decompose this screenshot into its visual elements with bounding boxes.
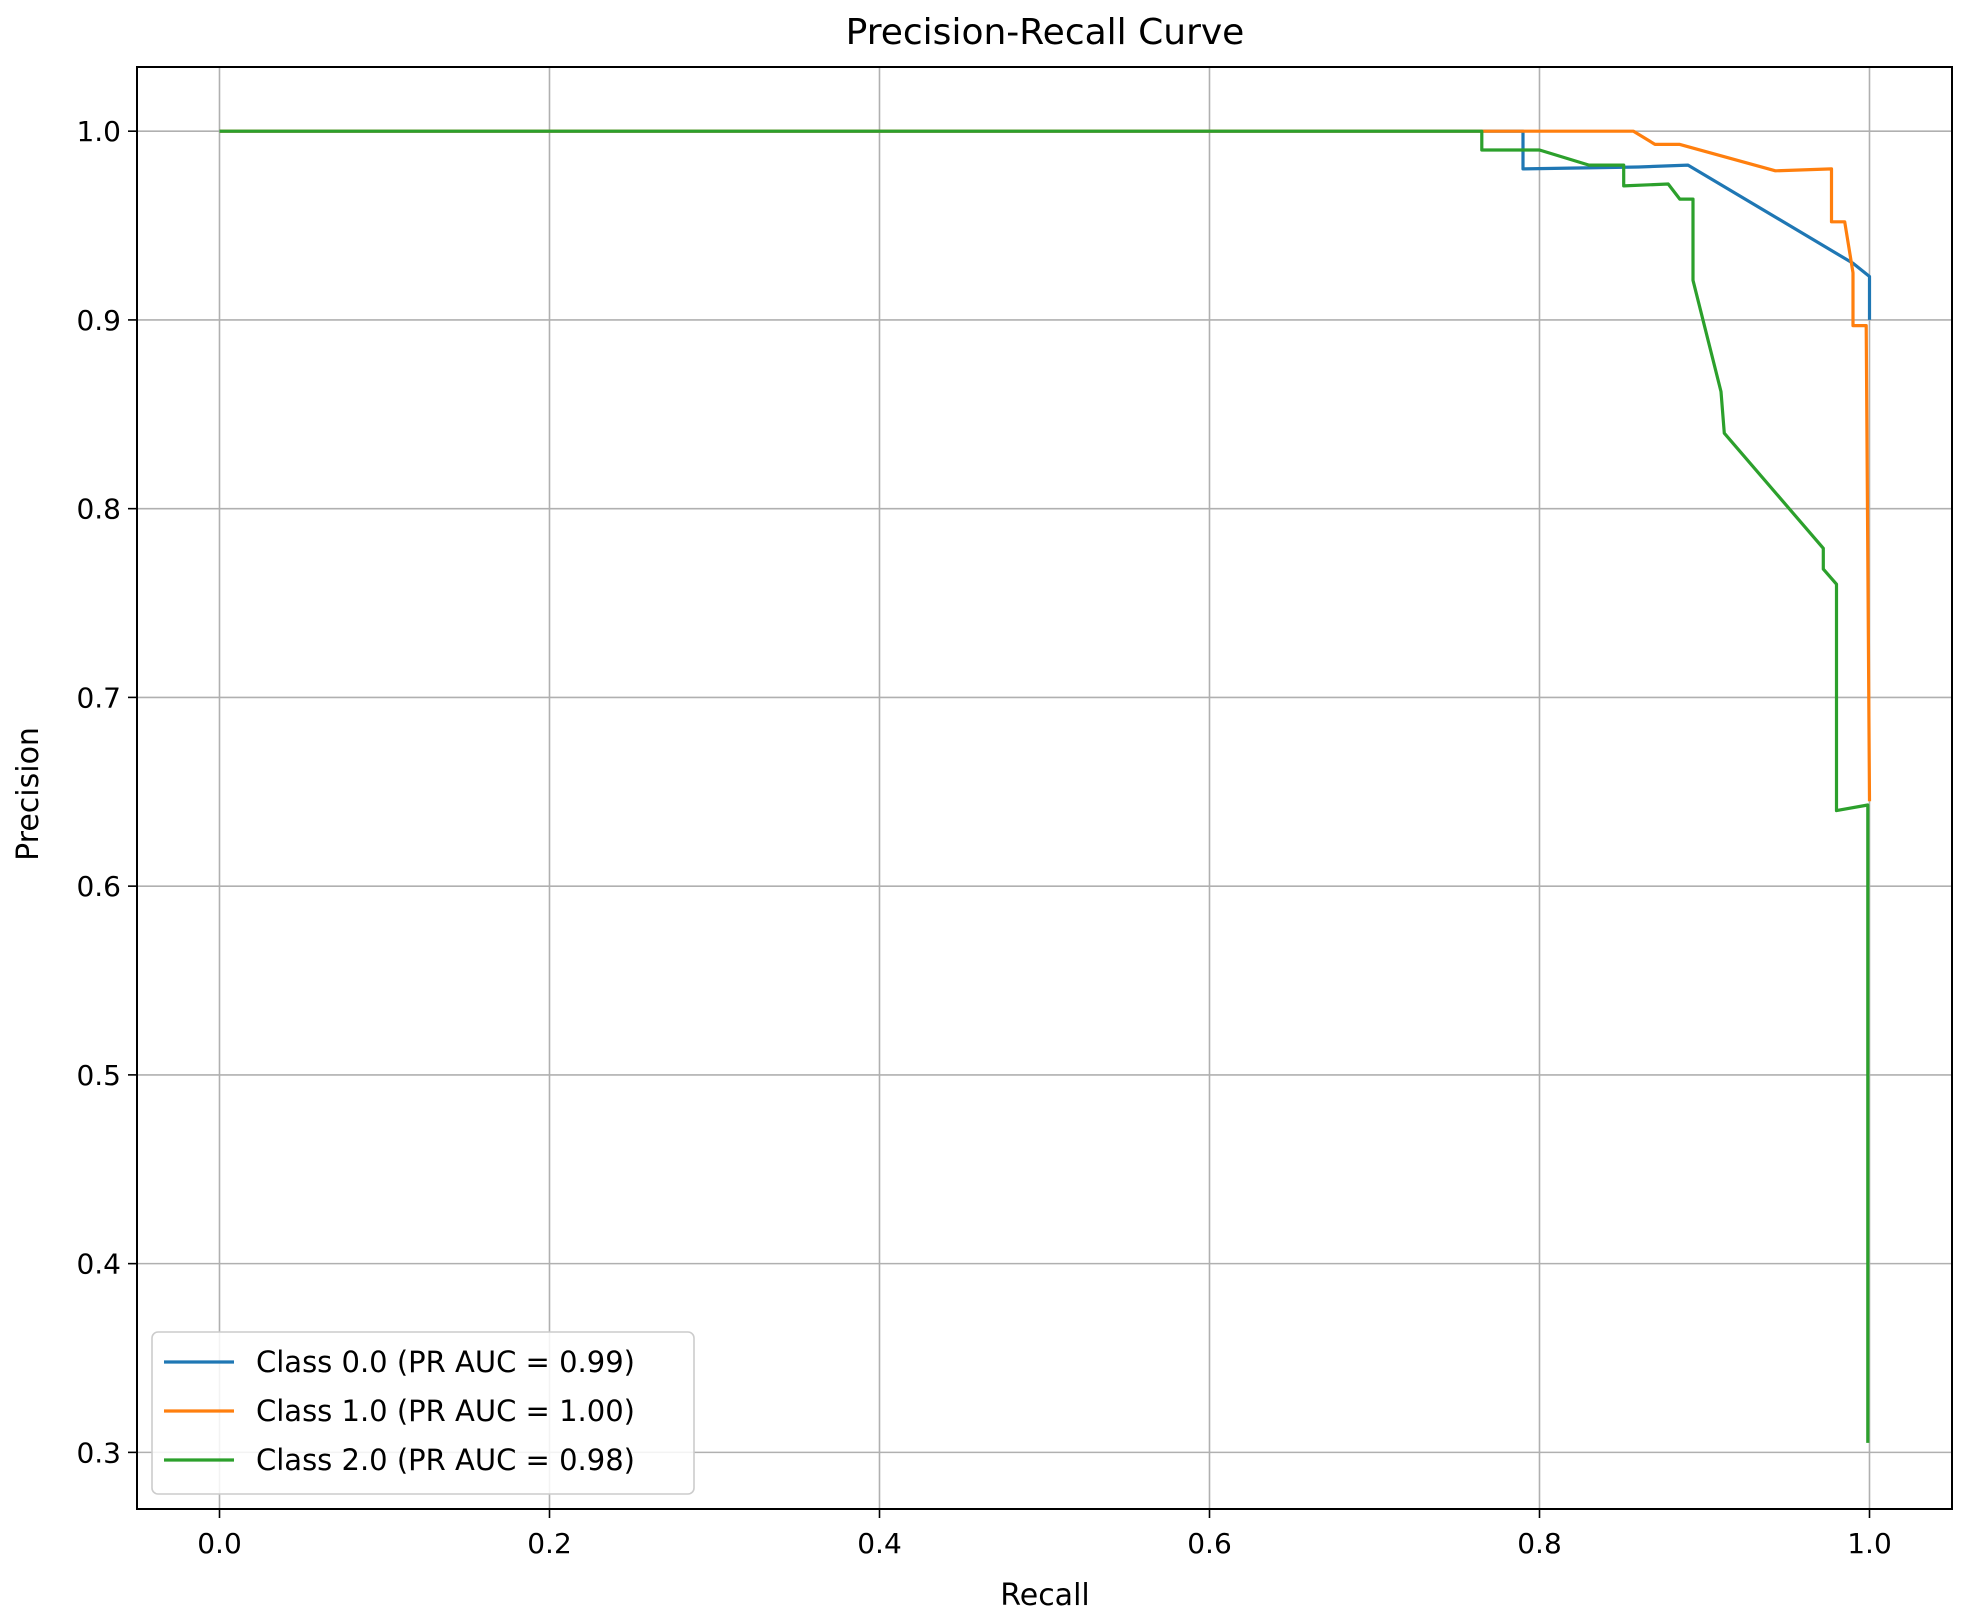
y-tick-label: 0.7: [76, 681, 121, 714]
legend-label: Class 2.0 (PR AUC = 0.98): [256, 1443, 635, 1477]
plot-frame: [136, 66, 1953, 1510]
chart-title: Precision-Recall Curve: [846, 12, 1245, 53]
y-tick-label: 0.8: [76, 493, 121, 526]
y-tick-label: 0.6: [76, 870, 121, 903]
y-tick-label: 0.4: [76, 1248, 121, 1281]
x-tick-label: 0.4: [857, 1527, 902, 1560]
legend-label: Class 0.0 (PR AUC = 0.99): [256, 1345, 635, 1379]
x-tick-label: 1.0: [1847, 1527, 1892, 1560]
y-tick-label: 1.0: [76, 115, 121, 148]
axis-ticks: 0.0 0.2 0.4 0.6 0.8 1.0 0.3 0.4 0.5 0.6 0.7 0.8 0.9 1…: [76, 115, 1891, 1560]
x-tick-label: 0.6: [1187, 1527, 1232, 1560]
series-lines: [219, 129, 1872, 1443]
y-tick-label: 0.9: [76, 304, 121, 337]
x-tick-label: 0.8: [1517, 1527, 1562, 1560]
y-tick-label: 0.3: [76, 1436, 121, 1469]
x-axis-label: Recall: [1000, 1578, 1090, 1612]
y-tick-label: 0.5: [76, 1059, 121, 1092]
series-line-class-2: [219, 129, 1870, 1443]
x-tick-label: 0.2: [527, 1527, 572, 1560]
legend-box: [151, 1331, 695, 1495]
legend-label: Class 1.0 (PR AUC = 1.00): [256, 1394, 635, 1428]
x-tick-label: 0.0: [197, 1527, 242, 1560]
series-line-class-1: [219, 129, 1872, 802]
series-line-class-0: [219, 129, 1872, 320]
legend: Class 0.0 (PR AUC = 0.99) Class 1.0 (PR A…: [151, 1331, 695, 1495]
y-axis-label: Precision: [11, 727, 46, 861]
